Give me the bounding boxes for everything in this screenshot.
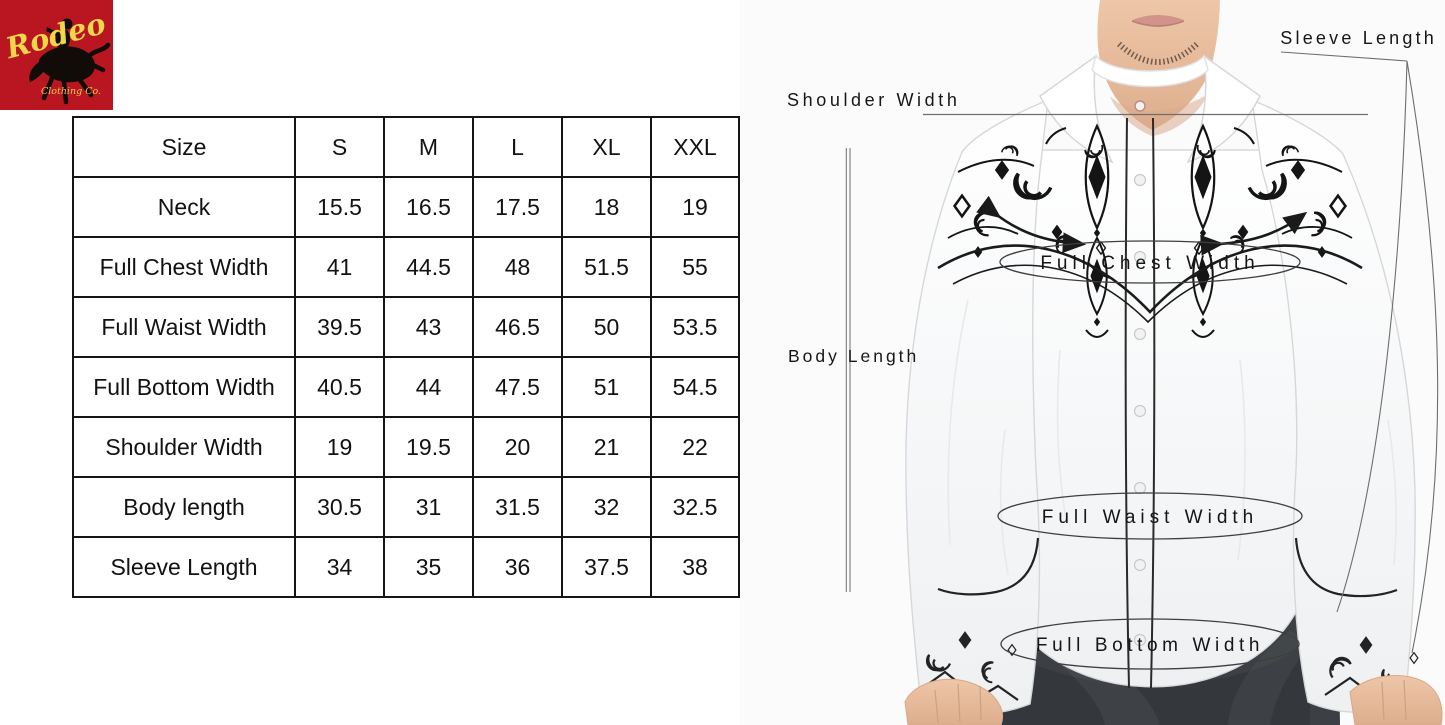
table-cell: 36 [472,536,563,598]
table-header-row: Size S M L XL XXL [72,116,740,178]
hands [904,675,1443,725]
shirt-diagram: Shoulder Width Body Length Sleeve Length… [740,0,1445,725]
size-table: Size S M L XL XXL Neck 15.5 16.5 17.5 18 19 Full Che… [72,116,740,598]
shoulder-width-label: Shoulder Width [787,90,960,110]
table-row-label: Body length [72,476,296,538]
measurement-ellipses [997,240,1303,670]
table-cell: 16.5 [383,176,474,238]
brand-logo: Rodeo Clothing Co. [0,0,113,110]
table-cell: 34 [294,536,385,598]
table-header-cell: S [294,116,385,178]
sleeve-length-line-outer [1406,60,1439,654]
table-cell: 44 [383,356,474,418]
body-length-label: Body Length [788,346,919,366]
table-cell: 48 [472,236,563,298]
table-cell: 53.5 [650,296,740,358]
table-cell: 22 [650,416,740,478]
brand-logo-art: Rodeo Clothing Co. [1,6,111,105]
table-cell: 17.5 [472,176,563,238]
table-cell: 37.5 [561,536,652,598]
sleeve-length-leader [1280,51,1408,62]
table-row-label: Full Chest Width [72,236,296,298]
brand-subtitle: Clothing Co. [41,86,101,97]
table-cell: 39.5 [294,296,385,358]
table-row: Full Bottom Width 40.5 44 47.5 51 54.5 [72,356,740,418]
table-row-label: Sleeve Length [72,536,296,598]
table-row-label: Shoulder Width [72,416,296,478]
table-header-cell: M [383,116,474,178]
top-button [1134,100,1146,112]
placket [1124,117,1156,689]
table-cell: 44.5 [383,236,474,298]
table-cell: 43 [383,296,474,358]
table-cell: 38 [650,536,740,598]
table-row-label: Full Bottom Width [72,356,296,418]
table-header-cell: XXL [650,116,740,178]
right-double-arrow-icon [1200,211,1308,256]
table-row: Full Chest Width 41 44.5 48 51.5 55 [72,236,740,298]
table-cell: 40.5 [294,356,385,418]
table-cell: 31.5 [472,476,563,538]
table-cell: 51 [561,356,652,418]
table-cell: 20 [472,416,563,478]
table-cell: 41 [294,236,385,298]
table-cell: 55 [650,236,740,298]
table-row: Full Waist Width 39.5 43 46.5 50 53.5 [72,296,740,358]
table-row: Body length 30.5 31 31.5 32 32.5 [72,476,740,538]
table-cell: 46.5 [472,296,563,358]
table-cell: 18 [561,176,652,238]
table-cell: 47.5 [472,356,563,418]
measurement-lines [845,51,1439,654]
full-waist-width-label: Full Waist Width [1042,507,1259,528]
table-cell: 35 [383,536,474,598]
table-cell: 32.5 [650,476,740,538]
bottom-ellipse [1000,618,1300,670]
table-cell: 30.5 [294,476,385,538]
table-row-label: Neck [72,176,296,238]
table-row-label: Full Waist Width [72,296,296,358]
sleeve-length-line-inner [1336,60,1408,613]
full-chest-width-label: Full Chest Width [1040,253,1259,274]
table-cell: 15.5 [294,176,385,238]
chest-arrows [976,195,1308,256]
waist-ellipse [997,492,1303,540]
table-cell: 31 [383,476,474,538]
table-cell: 19.5 [383,416,474,478]
full-bottom-width-label: Full Bottom Width [1036,635,1264,656]
left-double-arrow-icon [976,195,1087,254]
table-cell: 21 [561,416,652,478]
table-cell: 19 [650,176,740,238]
fabric-folds [947,299,1397,576]
table-header-cell: XL [561,116,652,178]
table-cell: 19 [294,416,385,478]
table-cell: 54.5 [650,356,740,418]
buttons [1133,173,1147,647]
table-cell: 32 [561,476,652,538]
table-cell: 50 [561,296,652,358]
table-header-cell: L [472,116,563,178]
table-row: Neck 15.5 16.5 17.5 18 19 [72,176,740,238]
annotation-labels: Shoulder Width Body Length Sleeve Length… [787,28,1437,656]
sleeve-length-label: Sleeve Length [1280,28,1437,48]
bucking-horse-icon [29,18,111,105]
table-row: Shoulder Width 19 19.5 20 21 22 [72,416,740,478]
table-row: Sleeve Length 34 35 36 37.5 38 [72,536,740,598]
table-cell: 51.5 [561,236,652,298]
table-header-cell: Size [72,116,296,178]
chest-ellipse [999,240,1301,284]
